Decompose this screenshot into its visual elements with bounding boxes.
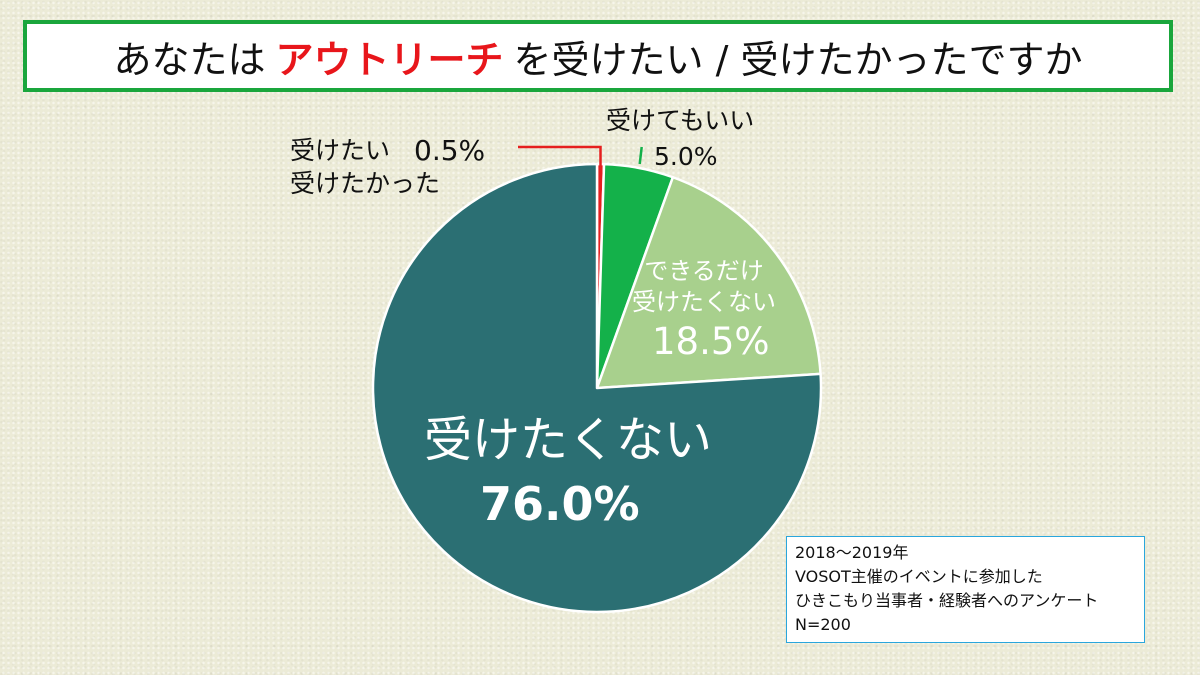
title-highlight: アウトリーチ xyxy=(275,37,504,82)
title-after: を受けたい / 受けたかったですか xyxy=(513,37,1083,82)
slice-label-ok: 受けてもいい xyxy=(606,106,755,135)
slice-value-want: 0.5% xyxy=(414,134,486,167)
survey-note-line2: VOSOT主催のイベントに参加した xyxy=(795,567,1043,586)
slice-label-want: 受けたい 受けたかった xyxy=(290,134,440,200)
leader-line-ok xyxy=(638,146,643,165)
slice-label-rather-not-line2: 受けたくない xyxy=(632,288,776,316)
slice-value-not: 76.0% xyxy=(480,477,640,531)
pie-slice-3 xyxy=(371,162,823,614)
slice-value-ok: 5.0% xyxy=(654,142,718,171)
leader-line-want xyxy=(518,145,602,168)
slice-label-want-line2: 受けたかった xyxy=(290,169,441,198)
survey-note-line1: 2018～2019年 xyxy=(795,543,909,562)
slice-label-rather-not: できるだけ 受けたくない xyxy=(632,256,776,318)
slice-value-rather-not: 18.5% xyxy=(652,320,770,363)
survey-note-line4: N=200 xyxy=(795,615,851,634)
survey-note: 2018～2019年 VOSOT主催のイベントに参加した ひきこもり当事者・経験… xyxy=(786,536,1145,643)
slice-label-not: 受けたくない xyxy=(424,412,713,468)
survey-note-line3: ひきこもり当事者・経験者へのアンケート xyxy=(795,591,1099,610)
slice-label-want-line1: 受けたい xyxy=(290,136,391,165)
pie-slice-2 xyxy=(595,175,822,390)
title-before: あなたは xyxy=(113,37,266,82)
slice-label-rather-not-line1: できるだけ xyxy=(644,257,764,285)
chart-title: あなたは アウトリーチ を受けたい / 受けたかったですか xyxy=(23,20,1173,92)
